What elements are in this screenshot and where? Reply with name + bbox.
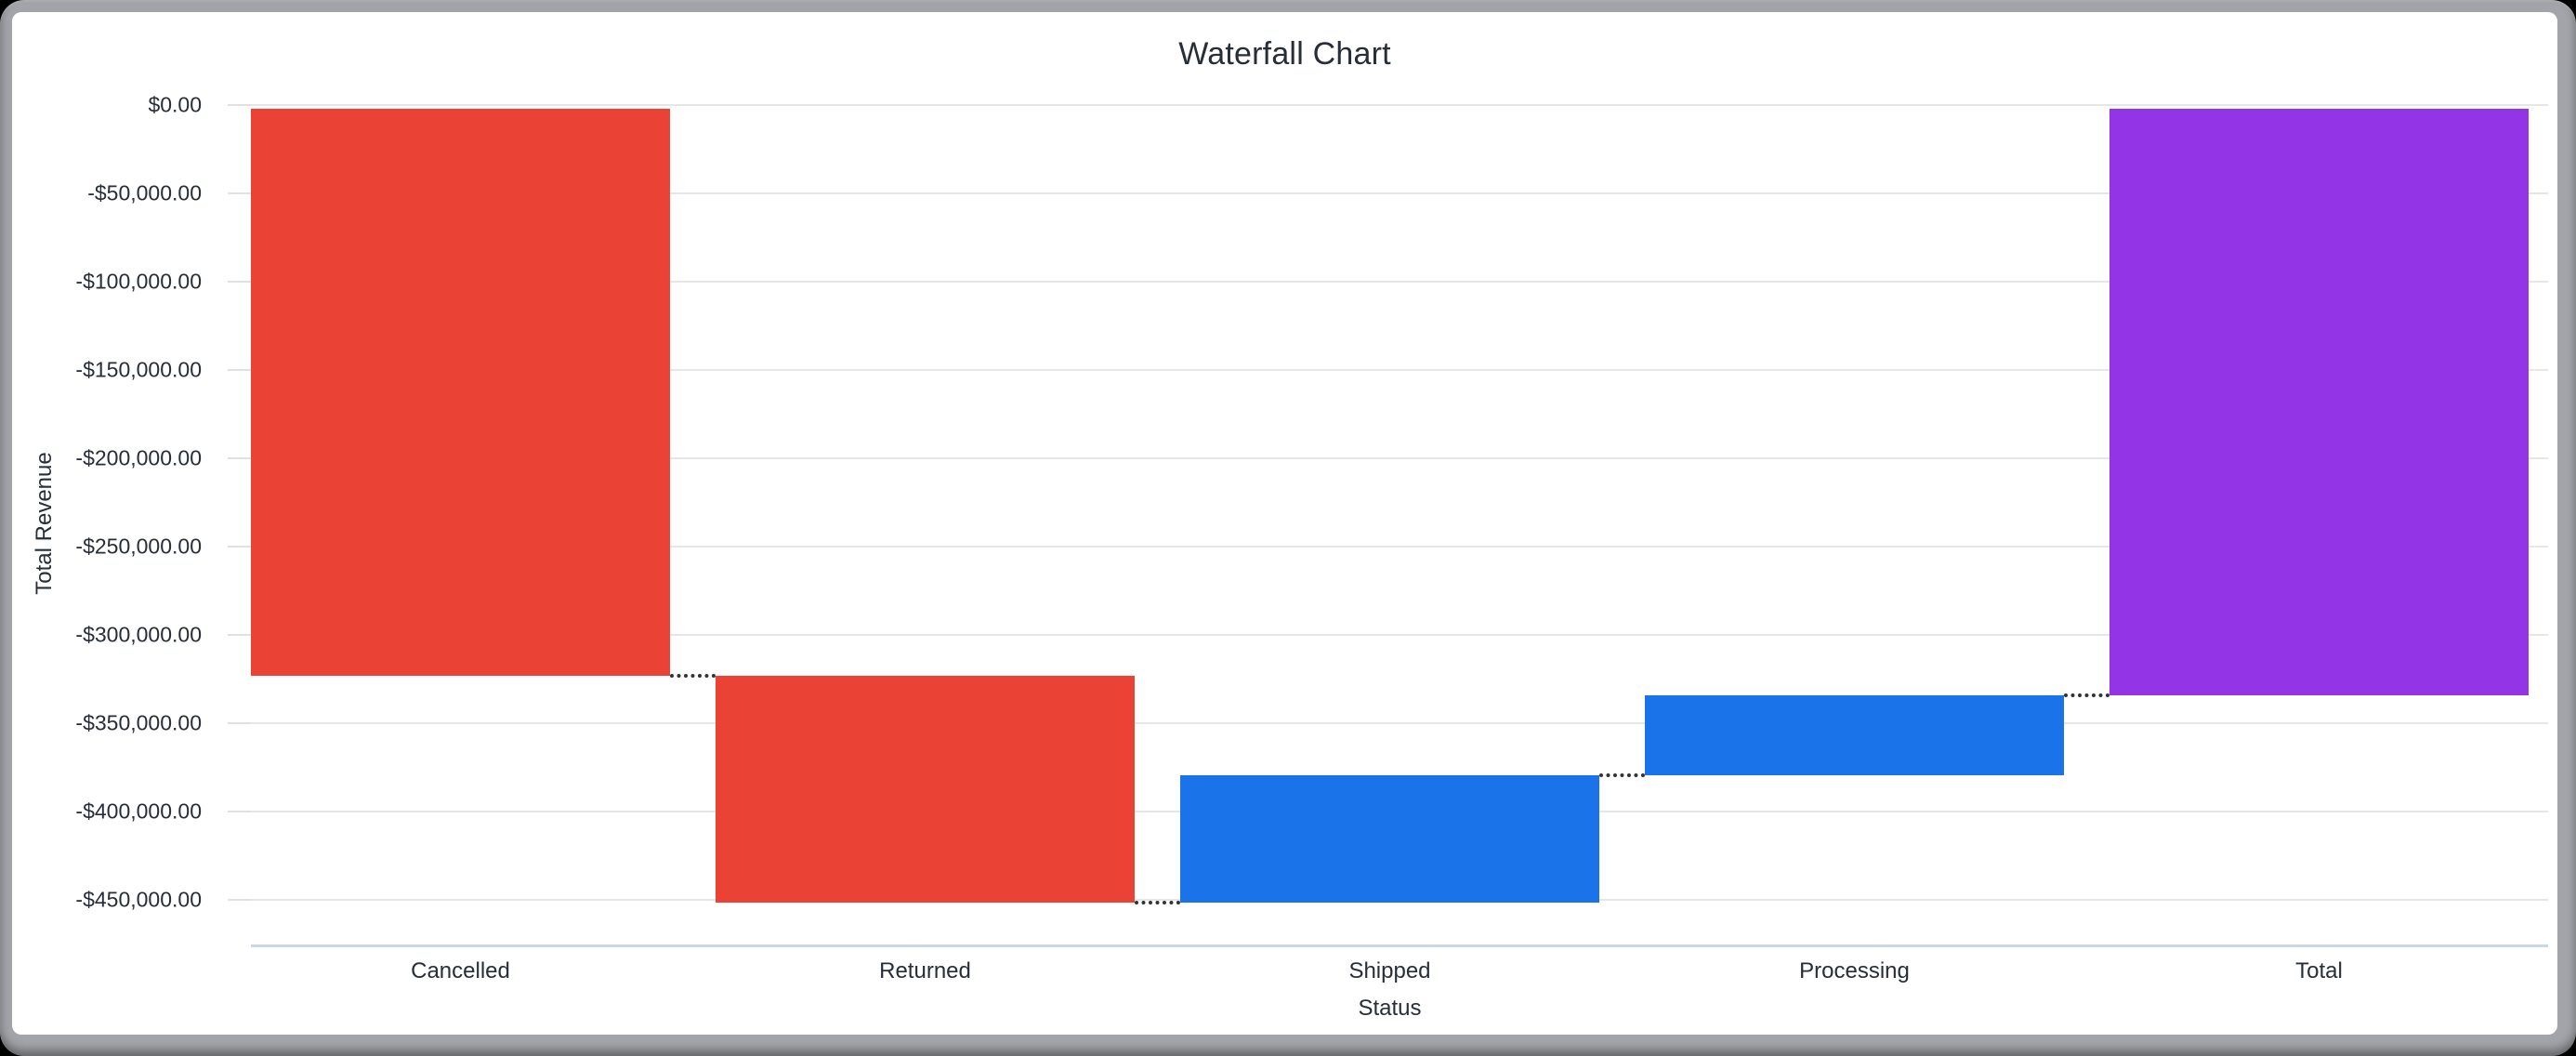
bar-shipped[interactable] (1180, 775, 1599, 904)
gridline (251, 546, 2548, 548)
y-tick-mark (228, 899, 251, 902)
y-tick-mark (228, 457, 251, 460)
chart-title: Waterfall Chart (1178, 36, 1391, 72)
y-tick-label: -$100,000.00 (75, 269, 202, 294)
bar-processing[interactable] (1645, 694, 2064, 776)
y-tick-label: -$50,000.00 (87, 180, 202, 205)
y-tick-label: -$300,000.00 (75, 622, 202, 647)
waterfall-connector (1135, 901, 1180, 905)
y-tick-label: -$150,000.00 (75, 357, 202, 382)
y-tick-mark (228, 104, 251, 106)
x-tick-label: Cancelled (411, 958, 510, 983)
y-tick-mark (228, 546, 251, 548)
waterfall-connector (1599, 773, 1645, 778)
x-tick-label: Shipped (1348, 958, 1431, 983)
y-tick-label: -$250,000.00 (75, 534, 202, 559)
waterfall-connector (2064, 693, 2109, 697)
y-tick-mark (228, 281, 251, 284)
y-tick-mark (228, 634, 251, 637)
bar-total[interactable] (2109, 109, 2529, 695)
y-tick-mark (228, 192, 251, 195)
waterfall-connector (670, 674, 716, 679)
gridline (251, 192, 2548, 195)
x-axis-title: Status (1358, 996, 1422, 1021)
gridline (251, 281, 2548, 284)
y-tick-mark (228, 722, 251, 725)
gridline (251, 634, 2548, 637)
y-axis-title: Total Revenue (32, 452, 57, 595)
x-tick-label: Returned (879, 958, 971, 983)
chart-card: Waterfall Chart Total Revenue Status $0.… (12, 12, 2557, 1035)
bar-returned[interactable] (716, 676, 1135, 904)
y-tick-label: -$200,000.00 (75, 445, 202, 470)
x-tick-label: Total (2295, 958, 2343, 983)
y-tick-mark (228, 811, 251, 813)
y-tick-label: $0.00 (148, 92, 202, 117)
gridline (251, 104, 2548, 106)
gridline (251, 722, 2548, 725)
gridline (251, 369, 2548, 372)
x-tick-label: Processing (1799, 958, 1910, 983)
gridline (251, 457, 2548, 460)
y-tick-label: -$350,000.00 (75, 710, 202, 735)
y-tick-mark (228, 369, 251, 372)
bar-cancelled[interactable] (251, 109, 670, 677)
y-tick-label: -$400,000.00 (75, 799, 202, 824)
y-tick-label: -$450,000.00 (75, 887, 202, 912)
plot-area: Status $0.00 -$50,000.00 -$100,000.00 -$150… (75, 93, 2548, 1021)
